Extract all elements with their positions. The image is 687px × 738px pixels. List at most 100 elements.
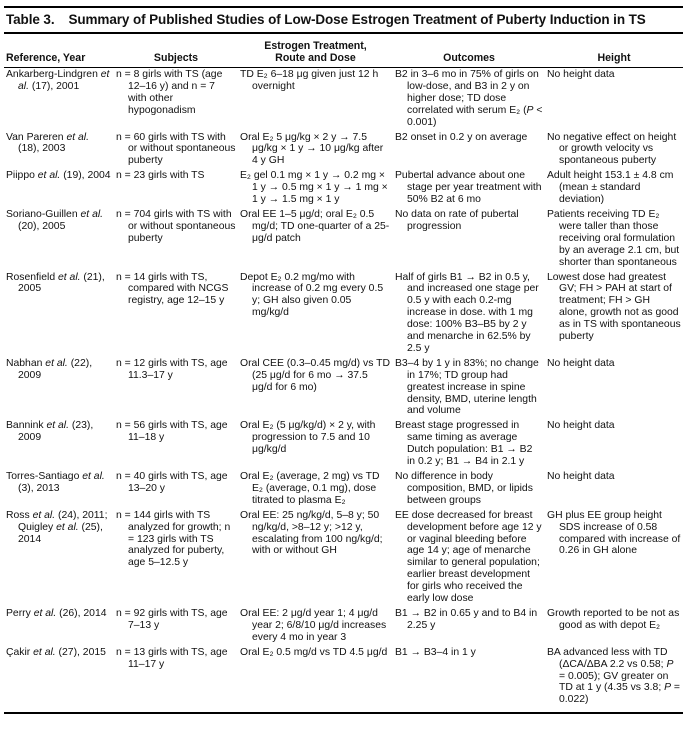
reference-text: Çakir et al. (27), 2015 — [6, 646, 106, 658]
subjects-text: n = 40 girls with TS, age 13–20 y — [116, 471, 228, 494]
subjects-text: n = 13 girls with TS, age 11–17 y — [116, 646, 228, 670]
height-text: No height data — [547, 471, 615, 482]
caption-rule — [4, 32, 683, 34]
treatment-text: Oral E₂ (average, 2 mg) vs TD E₂ (averag… — [240, 471, 380, 506]
reference-text: Piippo et al. (19), 2004 — [6, 170, 111, 182]
cell-reference: Nabhan et al. (22), 2009 — [4, 357, 114, 420]
outcomes-text: No difference in body composition, BMD, … — [395, 471, 533, 506]
treatment-text: Oral CEE (0.3–0.45 mg/d) vs TD (25 μg/d … — [240, 357, 390, 393]
header-row: Reference, Year Subjects Estrogen Treatm… — [4, 34, 683, 68]
table-title: Summary of Published Studies of Low-Dose… — [68, 12, 646, 27]
height-text: No height data — [547, 357, 615, 369]
table-row: Van Pareren et al. (18), 2003 n = 60 girl… — [4, 131, 683, 170]
reference-text: Rosenfield et al. (21), 2005 — [6, 271, 105, 295]
treatment-text: Oral EE 1–5 μg/d; oral E₂ 0.5 mg/d; TD o… — [240, 208, 390, 244]
cell-height: No height data — [545, 470, 683, 509]
cell-treatment: Oral E₂ (average, 2 mg) vs TD E₂ (averag… — [238, 470, 393, 509]
cell-treatment: Oral CEE (0.3–0.45 mg/d) vs TD (25 μg/d … — [238, 357, 393, 420]
cell-reference: Bannink et al. (23), 2009 — [4, 419, 114, 470]
cell-height: No height data — [545, 68, 683, 131]
cell-outcomes: No data on rate of pubertal progression — [393, 208, 545, 271]
height-text: Adult height 153.1 ± 4.8 cm (mean ± stan… — [547, 170, 674, 206]
cell-subjects: n = 56 girls with TS, age 11–18 y — [114, 419, 238, 470]
reference-text: Nabhan et al. (22), 2009 — [6, 357, 93, 381]
cell-height: No height data — [545, 419, 683, 470]
col-header-treatment: Estrogen Treatment, Route and Dose — [238, 34, 393, 68]
cell-height: Patients receiving TD E₂ were taller tha… — [545, 208, 683, 271]
cell-subjects: n = 144 girls with TS analyzed for growt… — [114, 509, 238, 607]
outcomes-text: No data on rate of pubertal progression — [395, 208, 519, 232]
cell-treatment: Oral EE: 25 ng/kg/d, 5–8 y; 50 ng/kg/d, … — [238, 509, 393, 607]
table-row: Bannink et al. (23), 2009 n = 56 girls wi… — [4, 419, 683, 470]
studies-table: Reference, Year Subjects Estrogen Treatm… — [4, 34, 683, 715]
cell-subjects: n = 704 girls with TS with or without sp… — [114, 208, 238, 271]
cell-height: GH plus EE group height SDS increase of … — [545, 509, 683, 607]
height-text: Patients receiving TD E₂ were taller tha… — [547, 208, 680, 268]
reference-text: Torres-Santiago et al. (3), 2013 — [6, 471, 105, 494]
cell-height: No height data — [545, 357, 683, 420]
cell-treatment: TD E₂ 6–18 μg given just 12 h overnight — [238, 68, 393, 131]
treatment-text: Oral E₂ 5 μg/kg × 2 y → 7.5 μg/kg × 1 y … — [240, 131, 384, 167]
treatment-text: Oral EE: 25 ng/kg/d, 5–8 y; 50 ng/kg/d, … — [240, 509, 383, 557]
cell-reference: Rosenfield et al. (21), 2005 — [4, 271, 114, 357]
cell-height: BA advanced less with TD (ΔCA/ΔBA 2.2 vs… — [545, 645, 683, 715]
height-text: Lowest dose had greatest GV; FH > PAH at… — [547, 271, 681, 343]
table-row: Çakir et al. (27), 2015 n = 13 girls with… — [4, 645, 683, 715]
treatment-text: TD E₂ 6–18 μg given just 12 h overnight — [240, 69, 379, 92]
cell-outcomes: B1 → B3–4 in 1 y — [393, 645, 545, 715]
table-row: Ankarberg-Lindgren et al. (17), 2001 n = … — [4, 68, 683, 131]
cell-reference: Torres-Santiago et al. (3), 2013 — [4, 470, 114, 509]
cell-treatment: Oral E₂ (5 μg/kg/d) × 2 y, with progress… — [238, 419, 393, 470]
subjects-text: n = 144 girls with TS analyzed for growt… — [116, 509, 231, 569]
table-caption: Table 3. Summary of Published Studies of … — [6, 12, 683, 27]
outcomes-text: Breast stage progressed in same timing a… — [395, 420, 533, 468]
cell-subjects: n = 40 girls with TS, age 13–20 y — [114, 470, 238, 509]
subjects-text: n = 14 girls with TS, compared with NCGS… — [116, 271, 229, 307]
cell-outcomes: B2 in 3–6 mo in 75% of girls on low-dose… — [393, 68, 545, 131]
cell-outcomes: Breast stage progressed in same timing a… — [393, 419, 545, 470]
cell-subjects: n = 23 girls with TS — [114, 169, 238, 208]
height-text: No height data — [547, 69, 615, 80]
cell-height: No negative effect on height or growth v… — [545, 131, 683, 170]
cell-height: Lowest dose had greatest GV; FH > PAH at… — [545, 271, 683, 357]
outcomes-text: B1 → B2 in 0.65 y and to B4 in 2.25 y — [395, 607, 538, 631]
cell-outcomes: B1 → B2 in 0.65 y and to B4 in 2.25 y — [393, 607, 545, 646]
cell-subjects: n = 13 girls with TS, age 11–17 y — [114, 645, 238, 715]
table-row: Ross et al. (24), 2011; Quigley et al. (… — [4, 509, 683, 607]
col-header-outcomes: Outcomes — [393, 34, 545, 68]
table-row: Rosenfield et al. (21), 2005 n = 14 girls… — [4, 271, 683, 357]
col-header-reference: Reference, Year — [4, 34, 114, 68]
treatment-text: E₂ gel 0.1 mg × 1 y → 0.2 mg × 1 y → 0.5… — [240, 170, 388, 206]
outcomes-text: B2 onset in 0.2 y on average — [395, 131, 528, 143]
reference-text: Soriano-Guillen et al. (20), 2005 — [6, 208, 104, 232]
cell-reference: Ankarberg-Lindgren et al. (17), 2001 — [4, 68, 114, 131]
subjects-text: n = 56 girls with TS, age 11–18 y — [116, 420, 228, 444]
table-body: Ankarberg-Lindgren et al. (17), 2001 n = … — [4, 68, 683, 715]
cell-outcomes: B3–4 by 1 y in 83%; no change in 17%; TD… — [393, 357, 545, 420]
cell-height: Adult height 153.1 ± 4.8 cm (mean ± stan… — [545, 169, 683, 208]
table-row: Soriano-Guillen et al. (20), 2005 n = 704… — [4, 208, 683, 271]
subjects-text: n = 8 girls with TS (age 12–16 y) and n … — [116, 69, 223, 116]
table-row: Piippo et al. (19), 2004 n = 23 girls wit… — [4, 169, 683, 208]
cell-treatment: Oral EE: 2 μg/d year 1; 4 μg/d year 2; 6… — [238, 607, 393, 646]
treatment-text: Oral E₂ (5 μg/kg/d) × 2 y, with progress… — [240, 420, 376, 456]
table-container: Table 3. Summary of Published Studies of … — [0, 6, 683, 715]
cell-reference: Piippo et al. (19), 2004 — [4, 169, 114, 208]
top-rule — [4, 6, 683, 8]
cell-treatment: E₂ gel 0.1 mg × 1 y → 0.2 mg × 1 y → 0.5… — [238, 169, 393, 208]
table-row: Torres-Santiago et al. (3), 2013 n = 40 g… — [4, 470, 683, 509]
cell-outcomes: Half of girls B1 → B2 in 0.5 y, and incr… — [393, 271, 545, 357]
subjects-text: n = 60 girls with TS with or without spo… — [116, 131, 236, 167]
outcomes-text: Half of girls B1 → B2 in 0.5 y, and incr… — [395, 271, 539, 354]
cell-reference: Ross et al. (24), 2011; Quigley et al. (… — [4, 509, 114, 607]
treatment-text: Oral E₂ 0.5 mg/d vs TD 4.5 μg/d — [240, 646, 388, 658]
height-text: No negative effect on height or growth v… — [547, 131, 677, 167]
cell-outcomes: B2 onset in 0.2 y on average — [393, 131, 545, 170]
outcomes-text: Pubertal advance about one stage per yea… — [395, 170, 542, 206]
cell-subjects: n = 60 girls with TS with or without spo… — [114, 131, 238, 170]
cell-reference: Perry et al. (26), 2014 — [4, 607, 114, 646]
subjects-text: n = 704 girls with TS with or without sp… — [116, 208, 236, 244]
subjects-text: n = 12 girls with TS, age 11.3–17 y — [116, 357, 228, 381]
table-row: Nabhan et al. (22), 2009 n = 12 girls wit… — [4, 357, 683, 420]
height-text: BA advanced less with TD (ΔCA/ΔBA 2.2 vs… — [547, 646, 681, 706]
